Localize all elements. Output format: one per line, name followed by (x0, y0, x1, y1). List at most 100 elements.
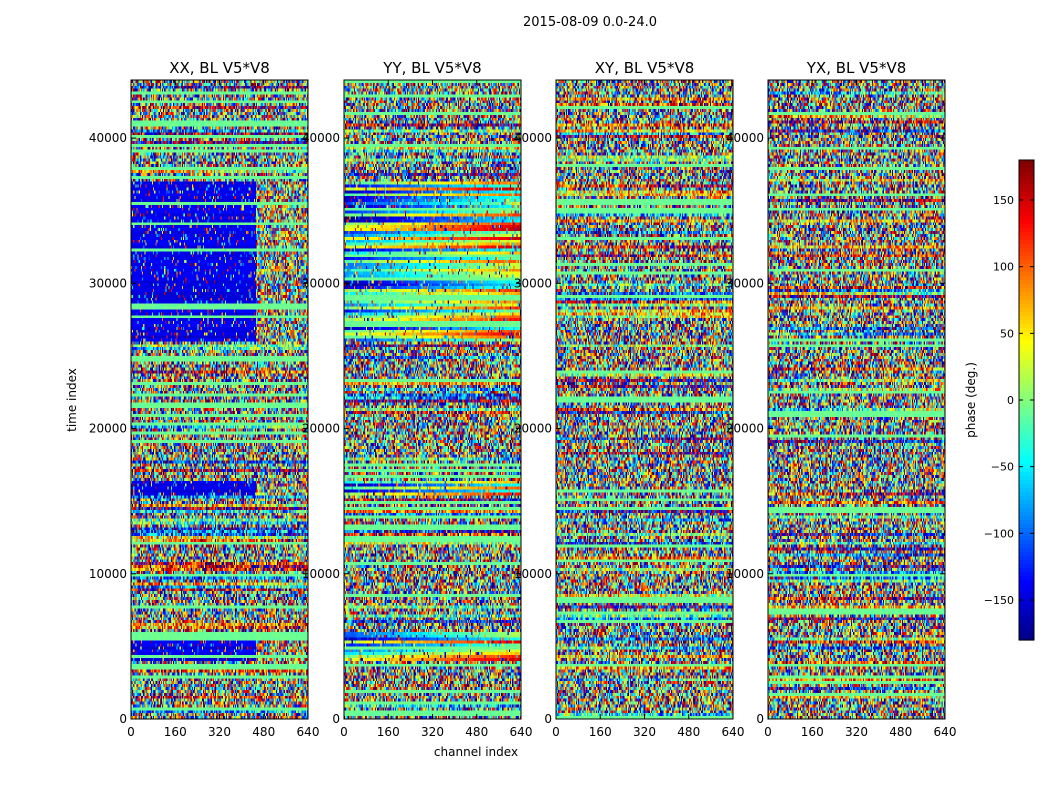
colorbar-segment (1019, 520, 1034, 525)
colorbar-segment (1019, 476, 1034, 481)
colorbar-segment (1019, 200, 1034, 205)
colorbar-segment (1019, 632, 1034, 637)
colorbar-segment (1019, 600, 1034, 605)
colorbar-segment (1019, 288, 1034, 293)
colorbar-segment (1019, 496, 1034, 501)
colorbar-segment (1019, 452, 1034, 457)
colorbar-segment (1019, 184, 1034, 189)
y-tick-label: 0 (756, 712, 764, 726)
colorbar-segment (1019, 504, 1034, 509)
colorbar-segment (1019, 428, 1034, 433)
x-tick-label: 0 (764, 725, 772, 739)
colorbar-segment (1019, 612, 1034, 617)
colorbar-segment (1019, 548, 1034, 553)
colorbar-segment (1019, 340, 1034, 345)
colorbar-segment (1019, 256, 1034, 261)
panel-xx: XX, BL V5*V8 0 160 320 480 640 0 10000 20000 3000… (89, 59, 320, 739)
colorbar-segment (1019, 456, 1034, 461)
colorbar-segment (1019, 232, 1034, 237)
colorbar-segment (1019, 620, 1034, 625)
colorbar-segment (1019, 244, 1034, 249)
colorbar-segment (1019, 532, 1034, 537)
colorbar-segment (1019, 624, 1034, 629)
colorbar-segment (1019, 484, 1034, 489)
y-tick-label: 10000 (726, 567, 764, 581)
y-tick-label: 10000 (514, 567, 552, 581)
colorbar-segment (1019, 348, 1034, 353)
colorbar-segment (1019, 188, 1034, 193)
panel-yx: YX, BL V5*V8 0 160 320 480 640 0 10000 20000 3000… (726, 59, 957, 739)
colorbar-segment (1019, 524, 1034, 529)
x-tick-label: 480 (677, 725, 700, 739)
colorbar-segment (1019, 448, 1034, 453)
colorbar-segment (1019, 488, 1034, 493)
colorbar-segment (1019, 312, 1034, 317)
x-tick-label: 640 (722, 725, 745, 739)
phase-heatmap-yx (768, 80, 945, 719)
panel-yy: YY, BL V5*V8 0 160 320 480 640 0 10000 20000 3000… (302, 59, 533, 739)
y-tick-label: 10000 (89, 567, 127, 581)
colorbar-segment (1019, 296, 1034, 301)
colorbar-segment (1019, 192, 1034, 197)
y-tick-label: 0 (544, 712, 552, 726)
colorbar-segment (1019, 440, 1034, 445)
panel-title: YY, BL V5*V8 (382, 59, 481, 77)
x-tick-label: 480 (252, 725, 275, 739)
colorbar-segment (1019, 240, 1034, 245)
y-tick-label: 0 (119, 712, 127, 726)
colorbar-segment (1019, 416, 1034, 421)
colorbar-segment (1019, 396, 1034, 401)
colorbar-tick-label: −50 (991, 461, 1014, 474)
x-tick-label: 0 (552, 725, 560, 739)
colorbar-segment (1019, 468, 1034, 473)
panel-title: XX, BL V5*V8 (169, 59, 270, 77)
colorbar-tick-label: 100 (993, 261, 1014, 274)
colorbar-segment (1019, 276, 1034, 281)
colorbar-tick-label: 150 (993, 194, 1014, 207)
panel-title: YX, BL V5*V8 (806, 59, 907, 77)
colorbar-segment (1019, 404, 1034, 409)
colorbar-segment (1019, 260, 1034, 265)
colorbar-segment (1019, 264, 1034, 269)
panel-xy: XY, BL V5*V8 0 160 320 480 640 0 10000 20000 3000… (514, 59, 745, 739)
colorbar-segment (1019, 408, 1034, 413)
colorbar-segment (1019, 480, 1034, 485)
y-tick-label: 40000 (89, 131, 127, 145)
y-tick-label: 20000 (89, 422, 127, 436)
colorbar-segment (1019, 272, 1034, 277)
colorbar-segment (1019, 528, 1034, 533)
colorbar-segment (1019, 328, 1034, 333)
colorbar-segment (1019, 568, 1034, 573)
colorbar-segment (1019, 372, 1034, 377)
colorbar-segment (1019, 352, 1034, 357)
colorbar-segment (1019, 392, 1034, 397)
colorbar-tick-label: −100 (984, 527, 1014, 540)
x-tick-label: 320 (845, 725, 868, 739)
colorbar-label: phase (deg.) (964, 362, 978, 438)
y-tick-label: 20000 (302, 422, 340, 436)
colorbar-segment (1019, 280, 1034, 285)
colorbar-segment (1019, 604, 1034, 609)
colorbar-segment (1019, 500, 1034, 505)
phase-heatmap-yy (344, 80, 521, 719)
colorbar-segment (1019, 536, 1034, 541)
colorbar-segment (1019, 436, 1034, 441)
colorbar-segment (1019, 320, 1034, 325)
colorbar-segment (1019, 208, 1034, 213)
colorbar-segment (1019, 356, 1034, 361)
colorbar-segment (1019, 216, 1034, 221)
y-tick-label: 40000 (514, 131, 552, 145)
colorbar-segment (1019, 336, 1034, 341)
colorbar-segment (1019, 616, 1034, 621)
x-tick-label: 320 (208, 725, 231, 739)
colorbar-segment (1019, 304, 1034, 309)
figure-suptitle: 2015-08-09 0.0-24.0 (523, 15, 657, 30)
colorbar-segment (1019, 596, 1034, 601)
colorbar-segment (1019, 292, 1034, 297)
x-tick-label: 160 (589, 725, 612, 739)
colorbar-segment (1019, 228, 1034, 233)
colorbar-segment (1019, 164, 1034, 169)
colorbar-segment (1019, 592, 1034, 597)
y-tick-label: 30000 (89, 276, 127, 290)
colorbar-segment (1019, 224, 1034, 229)
